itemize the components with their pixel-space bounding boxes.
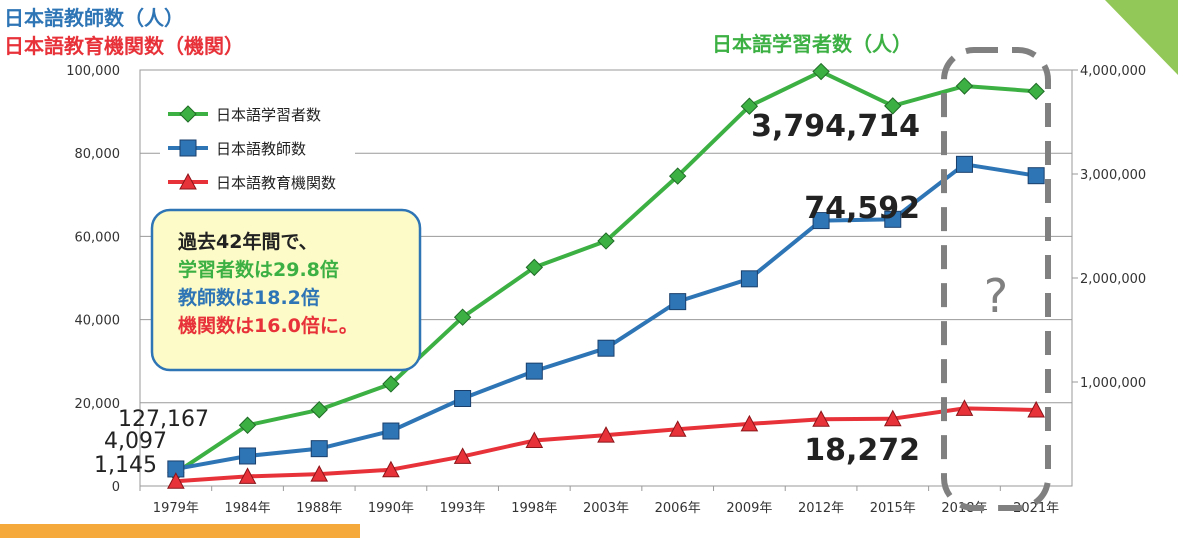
data-point [812, 410, 830, 427]
x-tick-label: 2015年 [870, 501, 916, 516]
data-point [310, 440, 328, 458]
left-title-teachers: 日本語教師数（人） [4, 6, 184, 30]
data-point [238, 416, 257, 434]
corner-decoration-green [1105, 0, 1178, 75]
x-tick-label: 1990年 [368, 501, 414, 516]
data-point [454, 389, 472, 407]
data-point [382, 422, 400, 440]
data-point [453, 308, 472, 326]
data-point [955, 155, 973, 173]
x-tick-label: 2021年 [1013, 501, 1059, 516]
data-point [597, 232, 615, 250]
data-point [955, 399, 974, 416]
data-point [884, 97, 902, 115]
x-tick-label: 1984年 [224, 501, 270, 516]
data-point [310, 465, 329, 482]
data-point [1027, 167, 1045, 185]
data-point [525, 258, 544, 277]
x-tick-label: 2003年 [583, 501, 629, 516]
x-tick-label: 1993年 [440, 501, 486, 516]
data-point [167, 472, 185, 489]
left-tick-label: 60,000 [75, 230, 121, 245]
data-annotation: 18,272 [804, 433, 920, 468]
data-point [1027, 400, 1045, 418]
data-annotation: 4,097 [104, 429, 167, 454]
data-point [740, 414, 759, 432]
data-point [812, 62, 830, 81]
data-point [812, 212, 830, 230]
callout-line: 学習者数は29.8倍 [178, 258, 339, 281]
data-point [525, 362, 543, 380]
legend-marker [179, 139, 197, 157]
callout-line: 過去42年間で、 [178, 230, 318, 253]
data-point [669, 293, 687, 311]
data-point [238, 467, 257, 484]
future-placeholder-frame [941, 47, 1051, 511]
legend-marker [179, 105, 197, 123]
legend-label: 日本語教育機関数 [216, 174, 336, 192]
right-tick-label: 2,000,000 [1080, 272, 1146, 287]
data-point [955, 77, 974, 95]
x-tick-label: 1979年 [153, 501, 199, 516]
legend-label: 日本語教師数 [216, 140, 306, 158]
callout-line: 教師数は18.2倍 [178, 286, 320, 309]
x-tick-label: 1998年 [511, 501, 557, 516]
data-annotation: 1,145 [94, 453, 157, 478]
data-point [382, 375, 400, 393]
data-point [668, 420, 687, 437]
x-tick-label: 2012年 [798, 501, 844, 516]
question-mark: ? [984, 269, 1008, 323]
legend-label: 日本語学習者数 [216, 106, 321, 124]
x-tick-label: 1988年 [296, 501, 342, 516]
callout-line: 機関数は16.0倍に。 [178, 314, 358, 337]
data-point [884, 210, 902, 228]
data-point [239, 447, 257, 465]
data-annotation: 127,167 [118, 407, 209, 432]
data-annotation: 3,794,714 [751, 109, 920, 144]
data-point [525, 431, 544, 449]
data-point [1027, 82, 1045, 101]
data-point [453, 447, 472, 464]
data-point [740, 270, 758, 288]
x-tick-label: 2006年 [655, 501, 701, 516]
data-point [668, 167, 687, 185]
left-title-institutions: 日本語教育機関数（機関） [4, 34, 244, 58]
left-tick-label: 40,000 [75, 314, 121, 329]
data-point [597, 339, 615, 357]
data-point [740, 97, 759, 115]
data-point [597, 426, 615, 443]
bottom-decoration-orange [0, 524, 360, 538]
data-point [382, 460, 400, 478]
right-tick-label: 1,000,000 [1080, 376, 1146, 391]
left-tick-label: 80,000 [75, 147, 121, 162]
right-tick-label: 3,000,000 [1080, 168, 1146, 183]
right-title-learners: 日本語学習者数（人） [712, 32, 912, 56]
right-tick-label: 4,000,000 [1080, 64, 1146, 79]
left-tick-label: 20,000 [75, 397, 121, 412]
left-tick-label: 0 [112, 480, 120, 495]
callout-box [150, 208, 422, 372]
left-tick-label: 100,000 [66, 64, 120, 79]
data-annotation: 74,592 [804, 191, 920, 226]
data-point [883, 409, 902, 427]
x-tick-label: 2009年 [726, 501, 772, 516]
data-point [310, 401, 328, 419]
legend-marker [179, 172, 197, 190]
